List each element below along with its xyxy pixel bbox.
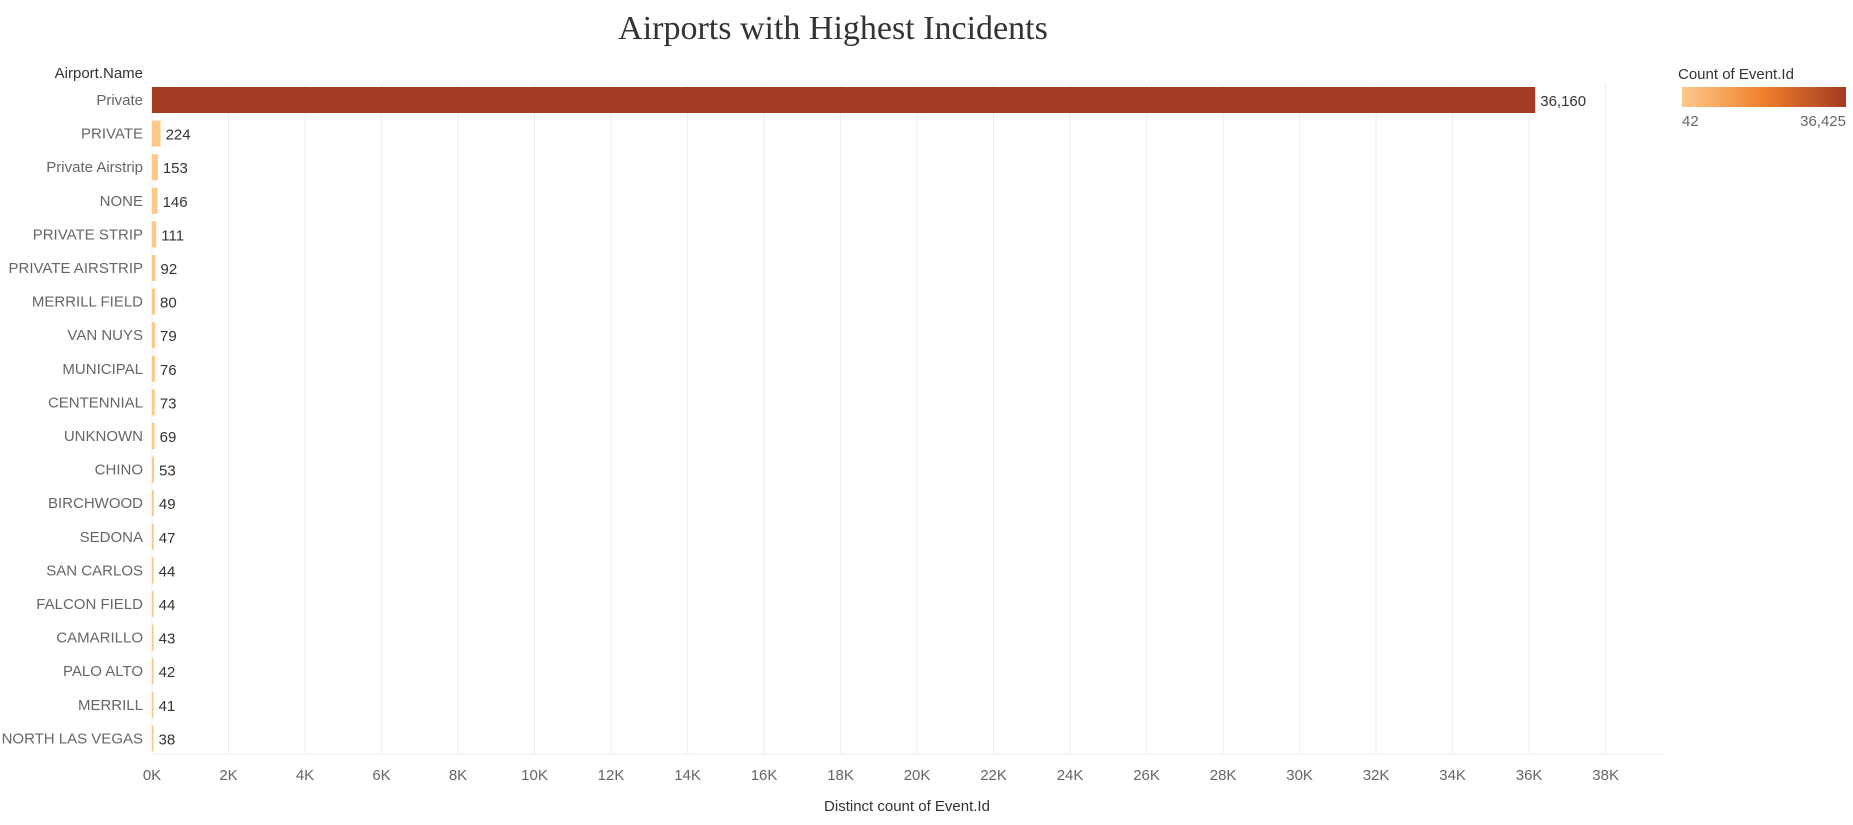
x-tick-label-15: 30K (1286, 767, 1313, 784)
x-tick-label-12: 24K (1057, 767, 1084, 784)
bar-10 (152, 423, 155, 449)
x-tick-label-7: 14K (674, 767, 701, 784)
x-tick-label-11: 22K (980, 767, 1007, 784)
value-label-6: 80 (160, 295, 177, 312)
x-tick-label-16: 32K (1363, 767, 1390, 784)
value-label-0: 36,160 (1540, 93, 1586, 110)
category-label-11: CHINO (95, 462, 143, 479)
value-label-9: 73 (160, 395, 177, 412)
bar-12 (152, 490, 154, 517)
value-label-3: 146 (163, 194, 188, 211)
value-label-2: 153 (163, 160, 188, 177)
value-label-10: 69 (160, 429, 177, 446)
value-label-15: 44 (159, 597, 176, 614)
value-label-18: 41 (159, 698, 176, 715)
bar-8 (152, 355, 155, 382)
category-label-7: VAN NUYS (67, 327, 143, 344)
value-label-13: 47 (159, 530, 176, 547)
x-tick-label-6: 12K (598, 767, 625, 784)
category-label-1: PRIVATE (81, 126, 143, 143)
bar-13 (152, 523, 154, 550)
color-legend: Count of Event.Id 42 36,425 (1678, 66, 1846, 130)
bar-3 (152, 187, 158, 214)
x-tick-label-2: 4K (296, 767, 314, 784)
bar-15 (152, 591, 154, 617)
x-tick-label-4: 8K (449, 767, 467, 784)
value-label-16: 43 (159, 631, 176, 648)
bar-9 (152, 389, 155, 416)
category-label-16: CAMARILLO (56, 630, 143, 647)
bar-14 (152, 557, 154, 584)
x-tick-label-3: 6K (372, 767, 390, 784)
x-tick-label-17: 34K (1439, 767, 1466, 784)
bar-18 (152, 691, 154, 718)
chart-title: Airports with Highest Incidents (618, 10, 1048, 47)
category-label-0: Private (96, 92, 143, 109)
gridlines (151, 84, 1663, 755)
x-tick-label-0: 0K (143, 767, 161, 784)
value-label-1: 224 (166, 127, 191, 144)
x-tick-label-5: 10K (521, 767, 548, 784)
category-label-12: BIRCHWOOD (48, 495, 143, 512)
bar-17 (152, 658, 154, 685)
category-label-3: NONE (100, 193, 143, 210)
category-label-10: UNKNOWN (64, 428, 143, 445)
value-label-4: 111 (161, 227, 184, 244)
legend-max-label: 36,425 (1800, 113, 1846, 130)
category-label-9: CENTENNIAL (48, 394, 143, 411)
x-tick-label-8: 16K (751, 767, 778, 784)
bar-4 (152, 221, 157, 248)
x-tick-label-18: 36K (1516, 767, 1543, 784)
value-label-14: 44 (159, 563, 176, 580)
category-label-6: MERRILL FIELD (32, 294, 143, 311)
value-label-5: 92 (161, 261, 178, 278)
bar-19 (152, 725, 154, 752)
bar-1 (152, 120, 161, 147)
x-tick-label-1: 2K (219, 767, 237, 784)
category-labels: Private PRIVATE Private Airstrip NONE PRIVAT… (2, 92, 144, 747)
x-tick-label-9: 18K (827, 767, 854, 784)
category-label-5: PRIVATE AIRSTRIP (9, 260, 143, 277)
x-tick-label-10: 20K (904, 767, 931, 784)
bar-0 (152, 87, 1536, 113)
category-label-17: PALO ALTO (63, 663, 143, 680)
x-tick-label-19: 38K (1592, 767, 1619, 784)
value-label-11: 53 (159, 463, 176, 480)
bars (152, 87, 1536, 752)
bar-6 (152, 288, 156, 315)
category-header: Airport.Name (55, 65, 143, 82)
x-tick-label-13: 26K (1133, 767, 1160, 784)
category-label-14: SAN CARLOS (46, 562, 143, 579)
value-label-8: 76 (160, 362, 177, 379)
x-axis-title: Distinct count of Event.Id (824, 798, 990, 815)
category-label-8: MUNICIPAL (62, 361, 143, 378)
category-label-15: FALCON FIELD (36, 596, 143, 613)
value-label-12: 49 (159, 496, 176, 513)
bar-11 (152, 456, 155, 483)
category-label-13: SEDONA (80, 529, 143, 546)
value-label-17: 42 (159, 664, 176, 681)
bar-2 (152, 154, 158, 181)
legend-gradient-bar (1682, 87, 1846, 107)
bar-16 (152, 624, 154, 651)
category-label-18: MERRILL (78, 697, 143, 714)
x-axis-ticks: 0K 2K 4K 6K 8K 10K 12K 14K 16K 18K 20K 22K 24K 26K 28K… (143, 767, 1619, 784)
x-tick-label-14: 28K (1210, 767, 1237, 784)
category-label-4: PRIVATE STRIP (33, 226, 143, 243)
bar-5 (152, 255, 156, 281)
category-label-19: NORTH LAS VEGAS (2, 730, 143, 747)
legend-title: Count of Event.Id (1678, 66, 1794, 83)
value-label-19: 38 (159, 731, 176, 748)
value-label-7: 79 (160, 328, 177, 345)
legend-min-label: 42 (1682, 113, 1699, 130)
category-label-2: Private Airstrip (46, 159, 143, 176)
value-labels: 36,160 224 153 146 111 92 80 79 76 73 69 53 49 47 44 44… (159, 93, 1587, 748)
bar-7 (152, 322, 156, 349)
